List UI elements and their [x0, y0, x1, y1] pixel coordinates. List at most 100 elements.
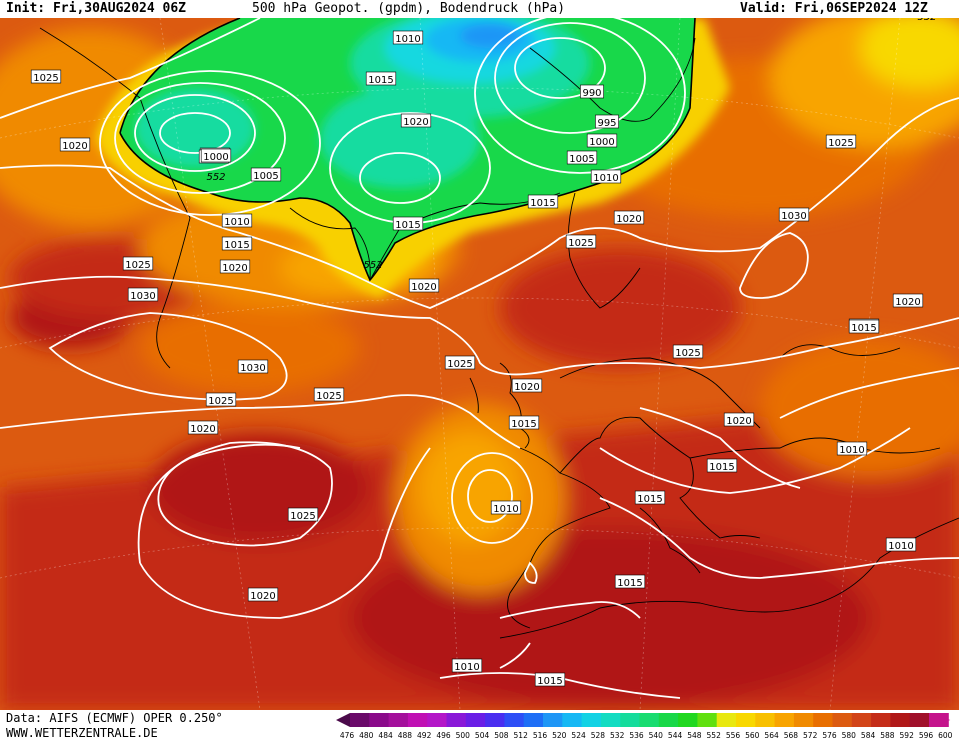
svg-text:1020: 1020 [895, 297, 920, 308]
coastlines [39, 27, 959, 639]
colorbar-tick-label: 576 [822, 731, 837, 740]
colorbar-swatch [716, 713, 737, 727]
isobar-label: 1020 [247, 587, 279, 602]
geopotential-label: 552 [206, 172, 225, 183]
map-title: 500 hPa Geopot. (gpdm), Bodendruck (hPa) [252, 1, 566, 16]
website: WWW.WETTERZENTRALE.DE [6, 726, 158, 740]
svg-text:1020: 1020 [62, 141, 87, 152]
isobar-label: 1020 [219, 259, 251, 274]
isobar-label: 1015 [634, 490, 666, 505]
colorbar-swatches [336, 713, 951, 727]
colorbar-tick-label: 500 [456, 731, 471, 740]
colorbar-right-arrow [929, 713, 951, 727]
colorbar-swatch [485, 713, 505, 727]
svg-text:1025: 1025 [290, 511, 315, 522]
isobar-label: 1015 [706, 458, 738, 473]
svg-text:1020: 1020 [222, 263, 247, 274]
geopotential-fill [0, 18, 959, 710]
isobar-label: 1030 [127, 287, 159, 302]
isobar-label: 1025 [672, 344, 704, 359]
isobar-label: 1015 [534, 672, 566, 687]
isobar-label: 1020 [59, 137, 91, 152]
colorbar-tick-label: 476 [340, 731, 355, 740]
colorbar-swatch [890, 713, 911, 727]
isobar-label: 995 [595, 114, 619, 129]
svg-text:1015: 1015 [537, 676, 562, 687]
svg-text:990: 990 [582, 88, 601, 99]
isobar-label: 1010 [392, 30, 424, 45]
svg-text:1020: 1020 [190, 424, 215, 435]
colorbar-tick-label: 516 [533, 731, 548, 740]
isobar-label: 1025 [444, 355, 476, 370]
svg-text:1025: 1025 [208, 396, 233, 407]
init-time: Init: Fri,30AUG2024 06Z [6, 1, 187, 16]
colorbar-swatch [851, 713, 872, 727]
colorbar-tick-label: 488 [398, 731, 413, 740]
svg-text:1015: 1015 [709, 462, 734, 473]
isobar-label: 1030 [237, 359, 269, 374]
colorbar-swatch [793, 713, 814, 727]
colorbar-swatch [523, 713, 544, 727]
colorbar-swatch [736, 713, 756, 727]
isobar-label: 1010 [221, 213, 253, 228]
geopotential-label: 552 [917, 18, 936, 23]
geopotential-labels: 552 552 552 [206, 18, 936, 271]
colorbar-tick-label: 564 [764, 731, 779, 740]
svg-text:1000: 1000 [203, 152, 228, 163]
svg-text:1005: 1005 [569, 154, 594, 165]
isobar-label: 1030 [778, 207, 810, 222]
colorbar-tick-label: 596 [919, 731, 934, 740]
colorbar-tick-label: 544 [668, 731, 683, 740]
svg-text:1020: 1020 [616, 214, 641, 225]
isobar-label: 1010 [885, 537, 917, 552]
colorbar-tick-label: 532 [610, 731, 625, 740]
isobar-label: 1025 [287, 507, 319, 522]
colorbar-swatch [600, 713, 621, 727]
colorbar-swatch [774, 713, 795, 727]
isobar-label: 1020 [511, 378, 543, 393]
colorbar-tick-label: 528 [591, 731, 606, 740]
colorbar-tick-label: 540 [649, 731, 664, 740]
colorbar-tick-label: 536 [629, 731, 644, 740]
isobar-label: 990 [580, 84, 604, 99]
colorbar-swatch [813, 713, 833, 727]
isobar-label: 1010 [451, 658, 483, 673]
colorbar-swatch [407, 713, 428, 727]
svg-text:1000: 1000 [589, 137, 614, 148]
isobar-label: 1000 [586, 133, 618, 148]
colorbar-tick-label: 568 [784, 731, 799, 740]
colorbar-swatch [350, 713, 370, 727]
isobar-label: 1020 [400, 113, 432, 128]
svg-text:1020: 1020 [403, 117, 428, 128]
isobar-label: 1015 [221, 236, 253, 251]
colorbar-swatch [909, 713, 930, 727]
colorbar-tick-label: 580 [842, 731, 857, 740]
svg-text:1025: 1025 [316, 391, 341, 402]
isobar-label: 1025 [565, 234, 597, 249]
svg-text:1020: 1020 [514, 382, 539, 393]
colorbar-swatch [562, 713, 583, 727]
colorbar-tick-label: 572 [803, 731, 818, 740]
isobar-label: 1005 [250, 167, 282, 182]
isobar-label: 1015 [508, 415, 540, 430]
colorbar-swatch [620, 713, 640, 727]
svg-text:1010: 1010 [888, 541, 913, 552]
colorbar-swatch [369, 713, 390, 727]
colorbar-tick-label: 484 [378, 731, 393, 740]
isobar-label: 1010 [836, 441, 868, 456]
isobar-label: 1020 [187, 420, 219, 435]
colorbar-tick-label: 556 [726, 731, 741, 740]
colorbar-swatch [871, 713, 891, 727]
colorbar-swatch [755, 713, 776, 727]
colorbar-tick-labels: 476 480 484 488 492 496 500 504 508 512 516 520 524 5… [340, 731, 953, 740]
colorbar-tick-label: 504 [475, 731, 490, 740]
svg-text:1030: 1030 [781, 211, 806, 222]
svg-text:1015: 1015 [637, 494, 662, 505]
colorbar-tick-label: 592 [900, 731, 915, 740]
svg-text:1025: 1025 [447, 359, 472, 370]
svg-text:1025: 1025 [828, 138, 853, 149]
isobar-label: 1010 [590, 169, 622, 184]
svg-text:1015: 1015 [851, 323, 876, 334]
isobar-label: 1015 [392, 216, 424, 231]
